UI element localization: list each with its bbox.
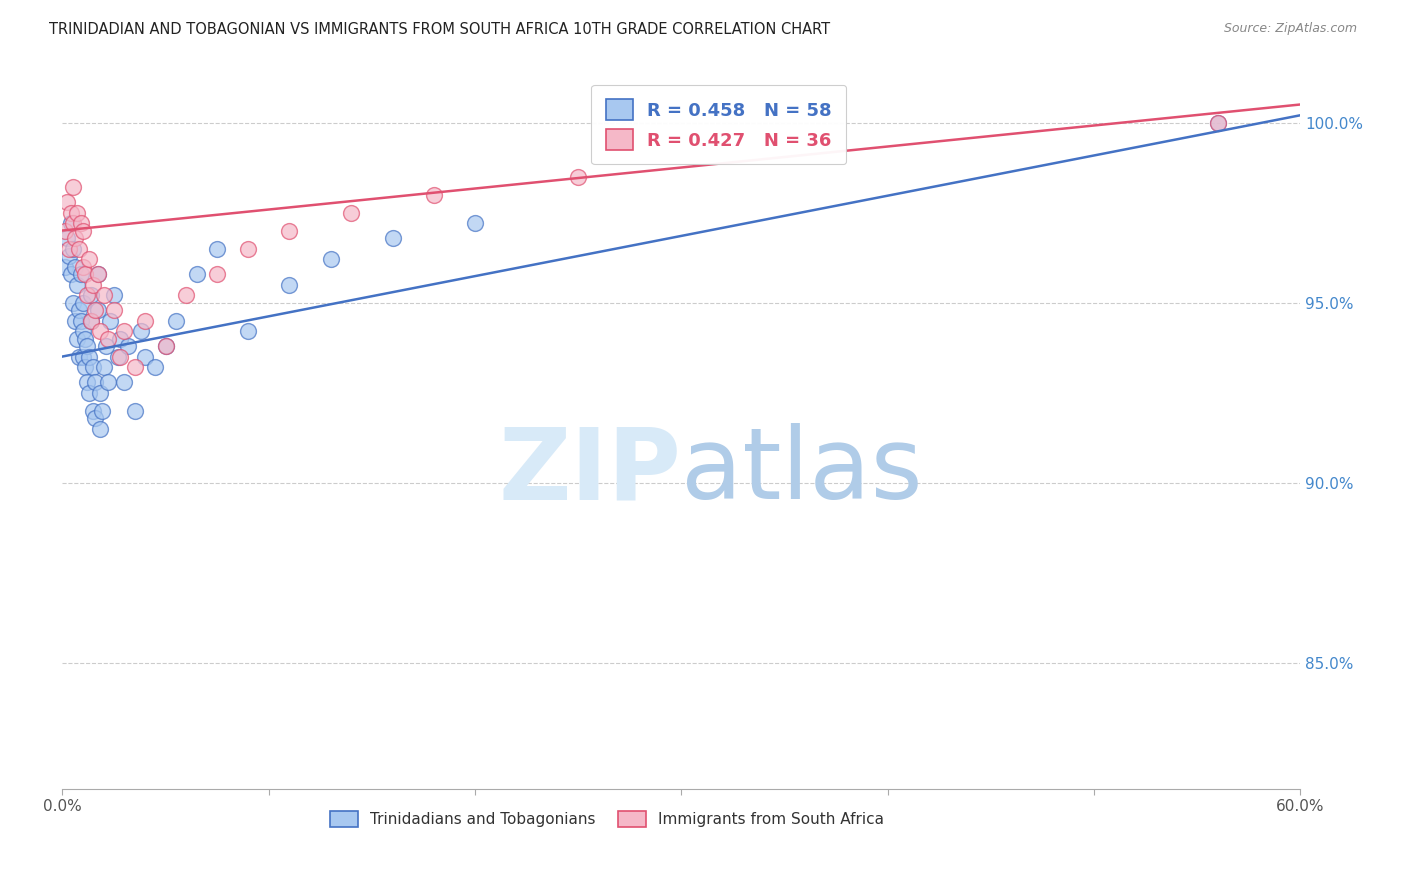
Text: ZIP: ZIP bbox=[498, 423, 682, 520]
Point bbox=[67, 350, 90, 364]
Point bbox=[84, 375, 107, 389]
Point bbox=[103, 288, 125, 302]
Point bbox=[84, 410, 107, 425]
Point bbox=[319, 252, 342, 267]
Point bbox=[70, 313, 93, 327]
Point bbox=[93, 288, 115, 302]
Point bbox=[186, 267, 208, 281]
Point bbox=[155, 339, 177, 353]
Point bbox=[89, 421, 111, 435]
Point bbox=[82, 277, 104, 292]
Point bbox=[67, 302, 90, 317]
Text: atlas: atlas bbox=[682, 423, 922, 520]
Point bbox=[236, 242, 259, 256]
Point bbox=[205, 267, 228, 281]
Point bbox=[94, 339, 117, 353]
Point bbox=[103, 302, 125, 317]
Point bbox=[59, 216, 82, 230]
Point bbox=[72, 223, 94, 237]
Point bbox=[86, 267, 108, 281]
Point bbox=[59, 267, 82, 281]
Point bbox=[66, 277, 89, 292]
Point bbox=[80, 313, 103, 327]
Point bbox=[86, 302, 108, 317]
Point bbox=[75, 332, 97, 346]
Point bbox=[86, 267, 108, 281]
Point bbox=[62, 180, 84, 194]
Point bbox=[1206, 115, 1229, 129]
Point bbox=[63, 231, 86, 245]
Point bbox=[79, 385, 101, 400]
Point bbox=[79, 252, 101, 267]
Point bbox=[58, 242, 80, 256]
Point bbox=[107, 350, 129, 364]
Point bbox=[58, 249, 80, 263]
Point bbox=[89, 385, 111, 400]
Point bbox=[143, 360, 166, 375]
Point bbox=[55, 231, 77, 245]
Point bbox=[62, 295, 84, 310]
Point bbox=[80, 313, 103, 327]
Point bbox=[97, 375, 120, 389]
Legend: Trinidadians and Tobagonians, Immigrants from South Africa: Trinidadians and Tobagonians, Immigrants… bbox=[322, 804, 891, 835]
Point bbox=[76, 339, 98, 353]
Point bbox=[134, 313, 156, 327]
Point bbox=[117, 339, 139, 353]
Point bbox=[205, 242, 228, 256]
Point bbox=[112, 375, 135, 389]
Point bbox=[82, 360, 104, 375]
Point bbox=[62, 216, 84, 230]
Point bbox=[112, 324, 135, 338]
Point bbox=[89, 324, 111, 338]
Point bbox=[79, 350, 101, 364]
Point bbox=[53, 260, 76, 274]
Point bbox=[67, 242, 90, 256]
Point bbox=[62, 242, 84, 256]
Point bbox=[72, 324, 94, 338]
Point bbox=[76, 375, 98, 389]
Point bbox=[53, 223, 76, 237]
Point bbox=[423, 187, 446, 202]
Point bbox=[63, 260, 86, 274]
Point bbox=[97, 332, 120, 346]
Point bbox=[66, 332, 89, 346]
Point bbox=[75, 267, 97, 281]
Point bbox=[72, 295, 94, 310]
Point bbox=[76, 288, 98, 302]
Point bbox=[59, 205, 82, 219]
Point bbox=[70, 267, 93, 281]
Point bbox=[110, 332, 132, 346]
Point bbox=[165, 313, 187, 327]
Point bbox=[82, 403, 104, 417]
Point bbox=[155, 339, 177, 353]
Point bbox=[93, 360, 115, 375]
Point bbox=[84, 302, 107, 317]
Point bbox=[124, 403, 146, 417]
Point bbox=[134, 350, 156, 364]
Point bbox=[174, 288, 197, 302]
Point bbox=[278, 277, 301, 292]
Point bbox=[124, 360, 146, 375]
Point bbox=[90, 403, 112, 417]
Point bbox=[75, 360, 97, 375]
Text: Source: ZipAtlas.com: Source: ZipAtlas.com bbox=[1223, 22, 1357, 36]
Point bbox=[80, 288, 103, 302]
Point bbox=[55, 194, 77, 209]
Point bbox=[70, 216, 93, 230]
Point bbox=[236, 324, 259, 338]
Point bbox=[567, 169, 589, 184]
Point bbox=[72, 350, 94, 364]
Point bbox=[278, 223, 301, 237]
Point bbox=[72, 260, 94, 274]
Point bbox=[464, 216, 486, 230]
Point bbox=[381, 231, 404, 245]
Text: TRINIDADIAN AND TOBAGONIAN VS IMMIGRANTS FROM SOUTH AFRICA 10TH GRADE CORRELATIO: TRINIDADIAN AND TOBAGONIAN VS IMMIGRANTS… bbox=[49, 22, 831, 37]
Point bbox=[110, 350, 132, 364]
Point bbox=[98, 313, 121, 327]
Point bbox=[1206, 115, 1229, 129]
Point bbox=[63, 313, 86, 327]
Point bbox=[66, 205, 89, 219]
Point bbox=[129, 324, 152, 338]
Point bbox=[340, 205, 363, 219]
